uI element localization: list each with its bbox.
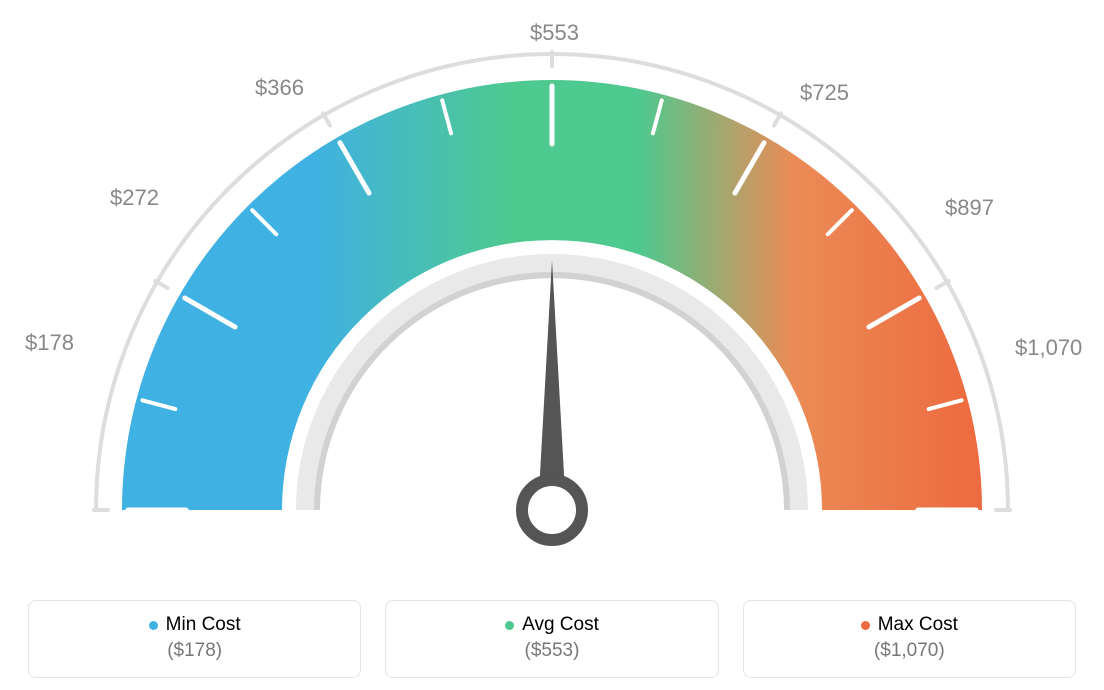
legend-value: ($553) [525,640,580,662]
legend-row: Min Cost ($178) Avg Cost ($553) Max Cost… [0,600,1104,690]
legend-card-min: Min Cost ($178) [28,600,361,678]
dot-icon [505,621,514,630]
gauge-tick-label: $272 [110,185,159,211]
gauge-tick-label: $553 [530,20,579,46]
gauge-tick-label: $178 [25,330,74,356]
legend-card-max: Max Cost ($1,070) [743,600,1076,678]
dot-icon [861,621,870,630]
gauge-tick-label: $897 [945,195,994,221]
legend-title: Max Cost [861,614,958,636]
legend-value: ($1,070) [874,640,945,662]
gauge-tick-label: $1,070 [1015,335,1082,361]
gauge-tick-label: $725 [800,80,849,106]
dot-icon [149,621,158,630]
legend-title: Min Cost [149,614,241,636]
legend-card-avg: Avg Cost ($553) [385,600,718,678]
gauge-svg [52,0,1052,570]
legend-title-text: Min Cost [166,614,241,636]
gauge-chart: $178 $272 $366 $553 $725 $897 $1,070 [0,0,1104,570]
legend-title: Avg Cost [505,614,599,636]
legend-title-text: Avg Cost [522,614,599,636]
legend-title-text: Max Cost [878,614,958,636]
gauge-tick-label: $366 [255,75,304,101]
legend-value: ($178) [167,640,222,662]
